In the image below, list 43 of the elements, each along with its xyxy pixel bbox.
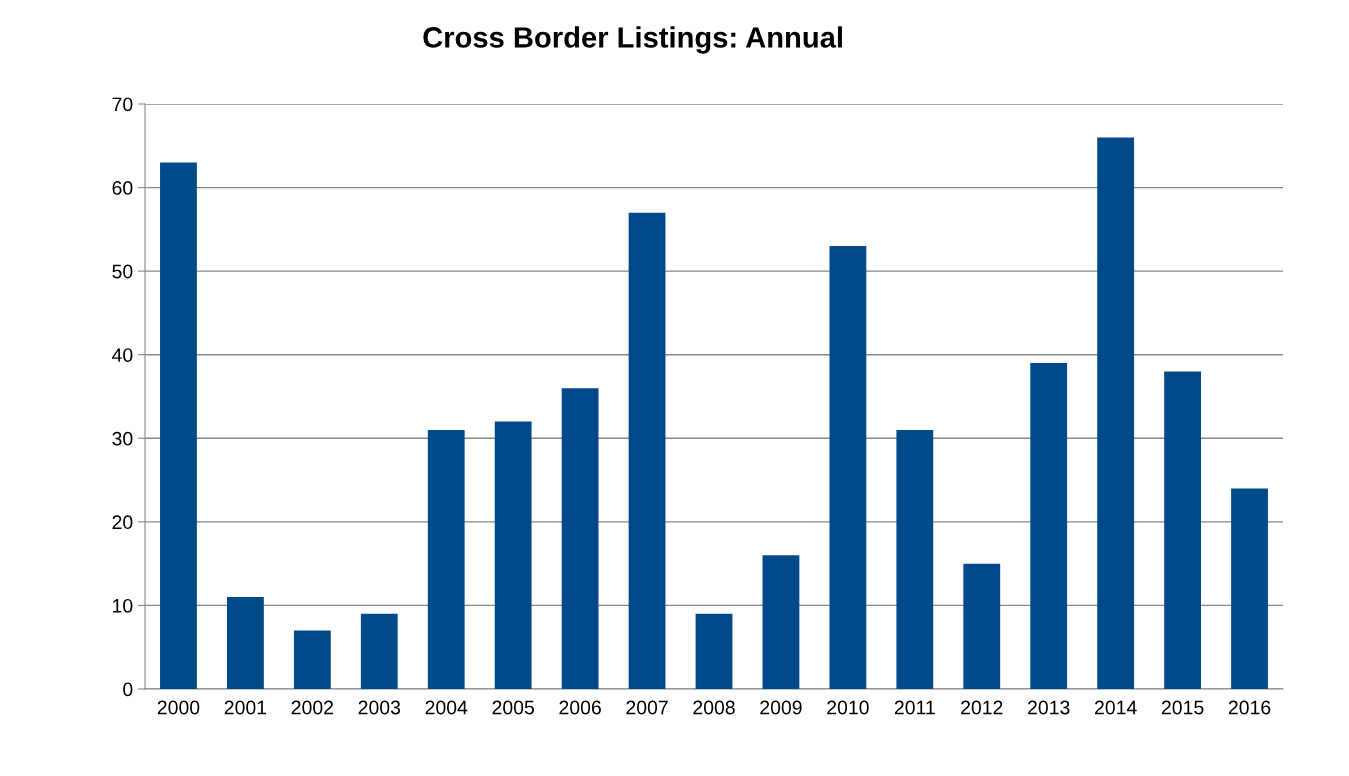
bar (896, 429, 934, 689)
bar (695, 613, 733, 689)
bar (293, 630, 331, 689)
y-tick-label: 40 (112, 348, 133, 362)
bar (160, 162, 197, 689)
x-tick-label: 2013 (1028, 700, 1070, 715)
bar (963, 563, 1001, 689)
bar (628, 212, 666, 689)
x-tick-label: 2007 (626, 700, 668, 715)
x-tick-label: 2011 (894, 700, 935, 715)
bar (360, 613, 398, 689)
x-tick-label: 2002 (291, 700, 334, 715)
x-tick-label: 2001 (224, 700, 267, 715)
x-tick-label: 2003 (358, 700, 401, 715)
x-tick-label: 2006 (559, 700, 601, 715)
x-tick-label: 2004 (425, 700, 468, 715)
y-tick-label: 20 (112, 515, 133, 530)
bar (427, 429, 465, 689)
x-tick-label: 2005 (492, 700, 534, 715)
x-tick-label: 2000 (157, 700, 200, 715)
bar (1164, 371, 1201, 689)
chart-title: Cross Border Listings: Annual (423, 26, 842, 54)
bar (494, 421, 532, 689)
x-tick-label: 2008 (693, 700, 735, 715)
y-tick-label: 30 (112, 431, 133, 446)
bar (227, 597, 264, 689)
x-tick-label: 2012 (961, 700, 1003, 715)
y-tick-label: 50 (112, 264, 133, 279)
y-tick-label: 60 (112, 181, 133, 195)
bar (561, 388, 599, 689)
bar (1030, 363, 1068, 689)
bar (1231, 488, 1268, 689)
x-tick-label: 2016 (1228, 700, 1271, 715)
x-tick-label: 2014 (1095, 700, 1137, 715)
y-tick-label: 0 (123, 682, 133, 697)
y-tick-label: 70 (112, 97, 133, 112)
x-tick-label: 2010 (827, 700, 869, 715)
x-tick-label: 2015 (1161, 700, 1204, 715)
bar (829, 246, 867, 689)
bar (1097, 137, 1135, 689)
bar (762, 555, 800, 689)
x-tick-label: 2009 (760, 700, 802, 715)
y-tick-label: 10 (113, 598, 133, 613)
